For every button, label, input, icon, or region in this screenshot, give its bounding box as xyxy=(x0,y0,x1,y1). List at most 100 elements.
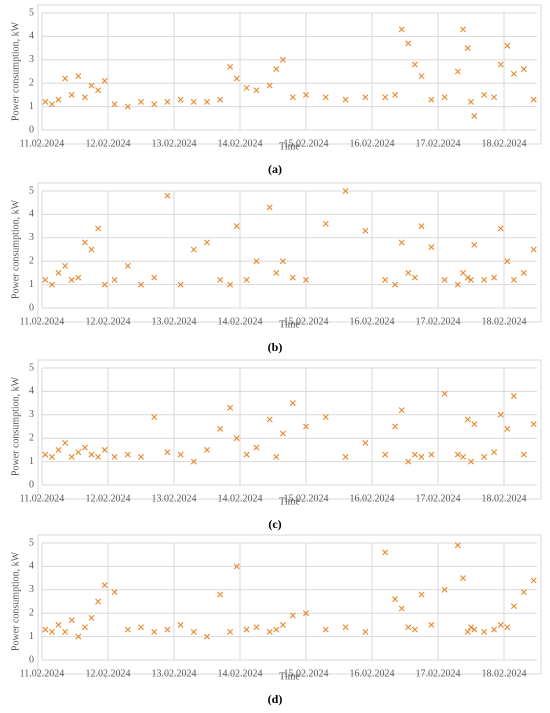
point xyxy=(138,624,144,631)
point xyxy=(441,390,448,397)
point xyxy=(464,628,471,635)
point xyxy=(504,425,511,432)
point xyxy=(497,61,504,68)
point xyxy=(418,591,425,598)
point xyxy=(491,449,498,456)
point xyxy=(510,70,517,77)
point xyxy=(460,269,467,276)
point xyxy=(405,624,412,631)
point xyxy=(471,241,478,248)
caption: (c) xyxy=(268,517,281,531)
point xyxy=(322,220,329,227)
point xyxy=(468,624,474,631)
point xyxy=(190,98,197,105)
point xyxy=(273,269,280,276)
point xyxy=(88,614,95,621)
point xyxy=(243,276,250,283)
point xyxy=(322,94,329,101)
y-tick-label: 3 xyxy=(29,584,34,595)
point xyxy=(411,451,418,458)
point xyxy=(428,451,435,458)
point xyxy=(398,26,405,33)
point xyxy=(62,628,69,635)
point xyxy=(468,458,474,465)
x-tick-label: 14.02.2024 xyxy=(218,493,263,504)
point xyxy=(471,112,478,119)
point xyxy=(441,586,448,593)
point xyxy=(392,423,399,430)
x-tick-label: 12.02.2024 xyxy=(86,138,131,149)
y-tick-label: 4 xyxy=(29,31,34,42)
point xyxy=(428,621,435,628)
y-tick-label: 0 xyxy=(29,479,34,490)
chart: 0 1 2 3 4 5 11.02.2024 12.02.2024 13.02.2024 14.0… xyxy=(10,182,542,354)
point xyxy=(42,98,49,105)
point xyxy=(124,103,131,110)
y-tick-label: 2 xyxy=(29,607,34,618)
x-tick-label: 16.02.2024 xyxy=(350,493,395,504)
x-tick-label: 11.02.2024 xyxy=(20,493,65,504)
point xyxy=(530,421,537,428)
point xyxy=(48,453,55,460)
y-tick-label: 5 xyxy=(29,537,34,548)
point xyxy=(460,575,467,582)
point xyxy=(62,439,69,446)
point xyxy=(55,96,62,103)
point xyxy=(68,276,75,283)
point xyxy=(382,94,389,101)
point xyxy=(253,624,260,631)
point xyxy=(95,225,102,232)
point xyxy=(481,453,488,460)
point xyxy=(177,621,184,628)
point xyxy=(111,589,118,596)
x-tick-label: 14.02.2024 xyxy=(218,668,263,679)
point xyxy=(530,246,537,253)
x-tick-label: 15.02.2024 xyxy=(284,668,329,679)
point xyxy=(48,628,55,635)
point xyxy=(55,621,62,628)
x-tick-label: 17.02.2024 xyxy=(416,316,461,327)
point xyxy=(441,276,448,283)
point xyxy=(279,56,286,63)
x-tick-label: 13.02.2024 xyxy=(152,493,197,504)
point xyxy=(233,435,240,442)
point xyxy=(468,276,474,283)
x-axis-label: Time xyxy=(279,319,300,330)
point xyxy=(42,276,49,283)
point xyxy=(62,75,69,82)
y-tick-label: 0 xyxy=(29,124,34,135)
point xyxy=(418,223,425,230)
x-tick-label: 16.02.2024 xyxy=(350,668,395,679)
point xyxy=(81,94,88,101)
point xyxy=(95,598,102,605)
point xyxy=(217,276,224,283)
caption: (d) xyxy=(268,692,283,706)
point xyxy=(68,617,75,624)
x-tick-label: 12.02.2024 xyxy=(86,316,131,327)
point xyxy=(392,596,399,603)
point xyxy=(253,87,260,94)
point xyxy=(101,281,108,288)
x-tick-label: 11.02.2024 xyxy=(20,138,65,149)
point xyxy=(464,45,471,52)
y-axis-label: Power consumption, kW xyxy=(10,21,21,121)
point xyxy=(177,451,184,458)
point xyxy=(520,269,527,276)
x-tick-label: 18.02.2024 xyxy=(482,138,527,149)
point xyxy=(481,628,488,635)
point xyxy=(398,407,405,414)
y-tick-label: 2 xyxy=(29,255,34,266)
point xyxy=(266,416,273,423)
y-tick-label: 3 xyxy=(29,54,34,65)
point xyxy=(138,453,144,460)
y-tick-label: 4 xyxy=(29,561,34,572)
point xyxy=(322,626,329,633)
x-tick-label: 13.02.2024 xyxy=(152,316,197,327)
x-tick-label: 12.02.2024 xyxy=(86,493,131,504)
point xyxy=(217,591,224,598)
point xyxy=(464,274,471,281)
point xyxy=(273,66,280,73)
y-tick-label: 1 xyxy=(29,456,34,467)
x-tick-label: 15.02.2024 xyxy=(284,493,329,504)
